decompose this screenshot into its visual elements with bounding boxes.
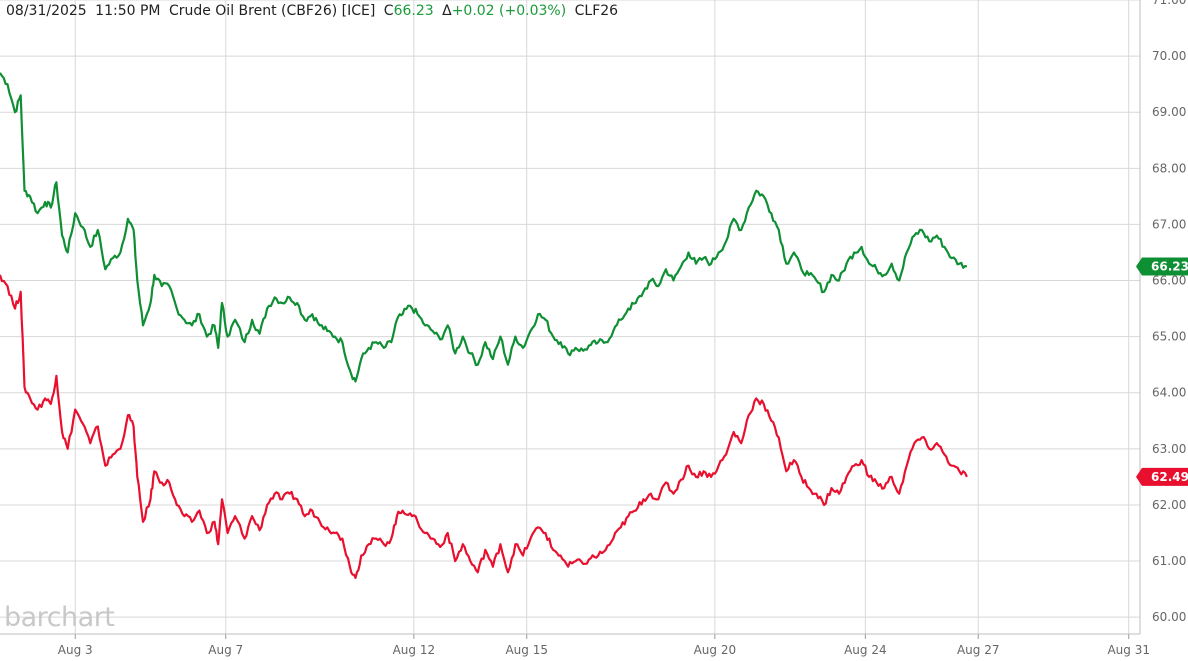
header-close-value: 66.23 [393, 3, 434, 19]
x-tick-label: Aug 15 [505, 643, 548, 657]
y-tick-label: 62.00 [1152, 498, 1186, 512]
y-tick-label: 70.00 [1152, 49, 1186, 63]
series-line-CBF26 [0, 72, 968, 383]
last-value-label: 66.23 [1151, 260, 1188, 274]
x-tick-label: Aug 7 [208, 643, 243, 657]
y-tick-label: 67.00 [1152, 217, 1186, 231]
header-compare-symbol: CLF26 [574, 3, 619, 19]
header-change-value: +0.02 (+0.03%) [451, 3, 567, 19]
y-tick-label: 68.00 [1152, 161, 1186, 175]
y-tick-label: 60.00 [1152, 610, 1186, 624]
header-close-prefix: C [383, 3, 394, 19]
y-tick-label: 64.00 [1152, 386, 1186, 400]
y-tick-label: 71.00 [1152, 0, 1186, 7]
header-time: 11:50 PM [95, 3, 161, 19]
last-value-badge-CLF26: 62.49 [1136, 467, 1188, 486]
series-lines [0, 72, 968, 579]
y-tick-label: 66.00 [1152, 274, 1186, 288]
x-tick-label: Aug 12 [393, 643, 436, 657]
x-tick-label: Aug 20 [694, 643, 737, 657]
header-instrument: Crude Oil Brent (CBF26) [ICE] [168, 3, 376, 19]
y-tick-label: 63.00 [1152, 442, 1186, 456]
x-tick-label: Aug 27 [957, 643, 1000, 657]
y-tick-label: 65.00 [1152, 330, 1186, 344]
x-tick-label: Aug 3 [58, 643, 93, 657]
chart-header: 08/31/2025 11:50 PM Crude Oil Brent (CBF… [6, 3, 622, 19]
last-value-badge-CBF26: 66.23 [1136, 257, 1188, 276]
x-tick-label: Aug 31 [1107, 643, 1150, 657]
grid [0, 0, 1140, 634]
series-line-CLF26 [0, 274, 968, 579]
header-change-prefix: Δ [442, 3, 452, 19]
barchart-logo: barchart [4, 602, 114, 633]
x-tick-label: Aug 24 [844, 643, 887, 657]
last-value-label: 62.49 [1151, 470, 1188, 484]
header-date: 08/31/2025 [6, 3, 87, 19]
y-tick-label: 69.00 [1152, 105, 1186, 119]
y-tick-label: 61.00 [1152, 554, 1186, 568]
